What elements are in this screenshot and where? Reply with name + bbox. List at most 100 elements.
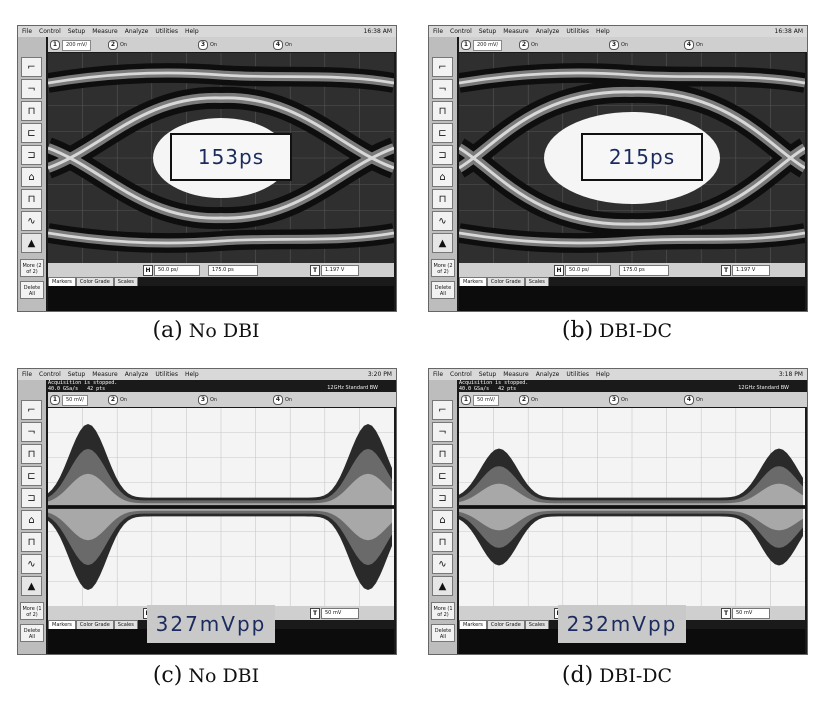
timebase-field[interactable]: 50.0 ps/	[565, 265, 611, 276]
menu-item-measure[interactable]: Measure	[503, 371, 529, 378]
menu-item-measure[interactable]: Measure	[92, 28, 118, 35]
timing-button[interactable]: ⊏	[432, 466, 453, 486]
menu-item-utilities[interactable]: Utilities	[566, 371, 589, 378]
glitch-button[interactable]: ⌂	[21, 167, 42, 187]
trigger-level-field[interactable]: 50 mV	[732, 608, 770, 619]
pulse-button[interactable]: ⊓	[432, 101, 453, 121]
falling-edge-button[interactable]: ¬	[432, 422, 453, 442]
delay-field[interactable]: 175.0 ps	[619, 265, 669, 276]
delete-button[interactable]: ▲	[432, 576, 453, 596]
menu-item-utilities[interactable]: Utilities	[566, 28, 589, 35]
delete-button[interactable]: ▲	[21, 576, 42, 596]
timing-button[interactable]: ⊏	[21, 466, 42, 486]
channel-2[interactable]: 2 On	[108, 395, 127, 405]
menu-item-control[interactable]: Control	[39, 371, 61, 378]
channel-4[interactable]: 4 On	[273, 40, 292, 50]
menu-item-help[interactable]: Help	[595, 371, 610, 378]
trigger-level-field[interactable]: 50 mV	[321, 608, 359, 619]
trigger-level-field[interactable]: 1.197 V	[321, 265, 359, 276]
rising-edge-button[interactable]: ⌐	[21, 400, 42, 420]
menu-item-control[interactable]: Control	[39, 28, 61, 35]
channel-4[interactable]: 4 On	[684, 40, 703, 50]
sine-button[interactable]: ∿	[432, 554, 453, 574]
rising-edge-button[interactable]: ⌐	[432, 400, 453, 420]
waveform-display[interactable]	[48, 408, 394, 606]
delete-all-button[interactable]: Delete All	[431, 281, 455, 299]
menu-item-file[interactable]: File	[22, 28, 33, 35]
menu-item-measure[interactable]: Measure	[92, 371, 118, 378]
menu-item-file[interactable]: File	[22, 371, 33, 378]
glitch-button[interactable]: ⌂	[432, 510, 453, 530]
channel-2[interactable]: 2 On	[519, 40, 538, 50]
setup-hold-button[interactable]: ⊐	[21, 145, 42, 165]
menu-item-analyze[interactable]: Analyze	[535, 371, 560, 378]
setup-hold-button[interactable]: ⊐	[432, 488, 453, 508]
menu-item-setup[interactable]: Setup	[67, 28, 86, 35]
timebase-field[interactable]: 50.0 ps/	[154, 265, 200, 276]
channel-1[interactable]: 1 200 mV/	[50, 40, 92, 51]
menu-item-help[interactable]: Help	[595, 28, 610, 35]
channel-3[interactable]: 3 On	[198, 395, 217, 405]
falling-edge-button[interactable]: ¬	[21, 422, 42, 442]
menu-item-measure[interactable]: Measure	[503, 28, 529, 35]
delete-button[interactable]: ▲	[432, 233, 453, 253]
rising-edge-button[interactable]: ⌐	[21, 57, 42, 77]
sine-button[interactable]: ∿	[21, 554, 42, 574]
menu-item-analyze[interactable]: Analyze	[535, 28, 560, 35]
channel-4[interactable]: 4 On	[273, 395, 292, 405]
trigger-level-field[interactable]: 1.197 V	[732, 265, 770, 276]
timing-button[interactable]: ⊏	[432, 123, 453, 143]
delete-all-button[interactable]: Delete All	[431, 624, 455, 642]
channel-3[interactable]: 3 On	[198, 40, 217, 50]
runt-button[interactable]: ⊓	[432, 532, 453, 552]
channel-1[interactable]: 1 200 mV/	[461, 40, 503, 51]
menu-item-analyze[interactable]: Analyze	[124, 371, 149, 378]
glitch-button[interactable]: ⌂	[21, 510, 42, 530]
channel-scale-field[interactable]: 50 mV/	[62, 395, 88, 406]
runt-button[interactable]: ⊓	[432, 189, 453, 209]
waveform-display[interactable]	[48, 53, 394, 263]
rising-edge-button[interactable]: ⌐	[432, 57, 453, 77]
channel-scale-field[interactable]: 200 mV/	[473, 40, 503, 51]
pulse-button[interactable]: ⊓	[432, 444, 453, 464]
setup-hold-button[interactable]: ⊐	[432, 145, 453, 165]
menu-item-utilities[interactable]: Utilities	[155, 28, 178, 35]
menu-item-file[interactable]: File	[433, 371, 444, 378]
channel-1[interactable]: 1 50 mV/	[461, 395, 499, 406]
setup-hold-button[interactable]: ⊐	[21, 488, 42, 508]
delay-field[interactable]: 175.0 ps	[208, 265, 258, 276]
delete-button[interactable]: ▲	[21, 233, 42, 253]
menu-item-setup[interactable]: Setup	[478, 371, 497, 378]
delete-all-button[interactable]: Delete All	[20, 281, 44, 299]
menu-item-setup[interactable]: Setup	[478, 28, 497, 35]
sine-button[interactable]: ∿	[21, 211, 42, 231]
menu-item-file[interactable]: File	[433, 28, 444, 35]
pulse-button[interactable]: ⊓	[21, 444, 42, 464]
channel-scale-field[interactable]: 200 mV/	[62, 40, 92, 51]
pulse-button[interactable]: ⊓	[21, 101, 42, 121]
channel-3[interactable]: 3 On	[609, 395, 628, 405]
channel-scale-field[interactable]: 50 mV/	[473, 395, 499, 406]
falling-edge-button[interactable]: ¬	[432, 79, 453, 99]
menu-item-help[interactable]: Help	[184, 371, 199, 378]
channel-4[interactable]: 4 On	[684, 395, 703, 405]
channel-2[interactable]: 2 On	[108, 40, 127, 50]
menu-item-setup[interactable]: Setup	[67, 371, 86, 378]
menu-item-utilities[interactable]: Utilities	[155, 371, 178, 378]
timing-button[interactable]: ⊏	[21, 123, 42, 143]
menu-item-control[interactable]: Control	[450, 28, 472, 35]
menu-item-analyze[interactable]: Analyze	[124, 28, 149, 35]
more-button[interactable]: More (1 of 2)	[20, 602, 44, 620]
sine-button[interactable]: ∿	[432, 211, 453, 231]
runt-button[interactable]: ⊓	[21, 532, 42, 552]
channel-1[interactable]: 1 50 mV/	[50, 395, 88, 406]
waveform-display[interactable]	[459, 408, 805, 606]
more-button[interactable]: More (2 of 2)	[431, 259, 455, 277]
runt-button[interactable]: ⊓	[21, 189, 42, 209]
glitch-button[interactable]: ⌂	[432, 167, 453, 187]
falling-edge-button[interactable]: ¬	[21, 79, 42, 99]
more-button[interactable]: More (1 of 2)	[431, 602, 455, 620]
channel-3[interactable]: 3 On	[609, 40, 628, 50]
delete-all-button[interactable]: Delete All	[20, 624, 44, 642]
menu-item-control[interactable]: Control	[450, 371, 472, 378]
